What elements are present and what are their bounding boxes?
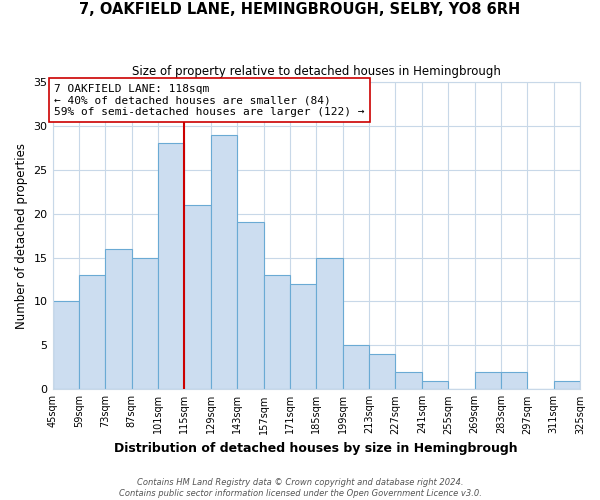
Bar	[131, 258, 158, 390]
Bar	[105, 249, 131, 390]
Text: 7 OAKFIELD LANE: 118sqm
← 40% of detached houses are smaller (84)
59% of semi-de: 7 OAKFIELD LANE: 118sqm ← 40% of detache…	[55, 84, 365, 117]
Bar	[237, 222, 263, 390]
Bar	[422, 380, 448, 390]
Bar	[263, 275, 290, 390]
X-axis label: Distribution of detached houses by size in Hemingbrough: Distribution of detached houses by size …	[115, 442, 518, 455]
Bar	[395, 372, 422, 390]
Bar	[343, 346, 369, 390]
Bar	[369, 354, 395, 390]
Text: 7, OAKFIELD LANE, HEMINGBROUGH, SELBY, YO8 6RH: 7, OAKFIELD LANE, HEMINGBROUGH, SELBY, Y…	[79, 2, 521, 18]
Bar	[184, 205, 211, 390]
Bar	[316, 258, 343, 390]
Y-axis label: Number of detached properties: Number of detached properties	[15, 142, 28, 328]
Bar	[475, 372, 501, 390]
Bar	[53, 302, 79, 390]
Title: Size of property relative to detached houses in Hemingbrough: Size of property relative to detached ho…	[132, 65, 501, 78]
Bar	[290, 284, 316, 390]
Bar	[158, 144, 184, 390]
Bar	[554, 380, 580, 390]
Text: Contains HM Land Registry data © Crown copyright and database right 2024.
Contai: Contains HM Land Registry data © Crown c…	[119, 478, 481, 498]
Bar	[501, 372, 527, 390]
Bar	[79, 275, 105, 390]
Bar	[211, 134, 237, 390]
